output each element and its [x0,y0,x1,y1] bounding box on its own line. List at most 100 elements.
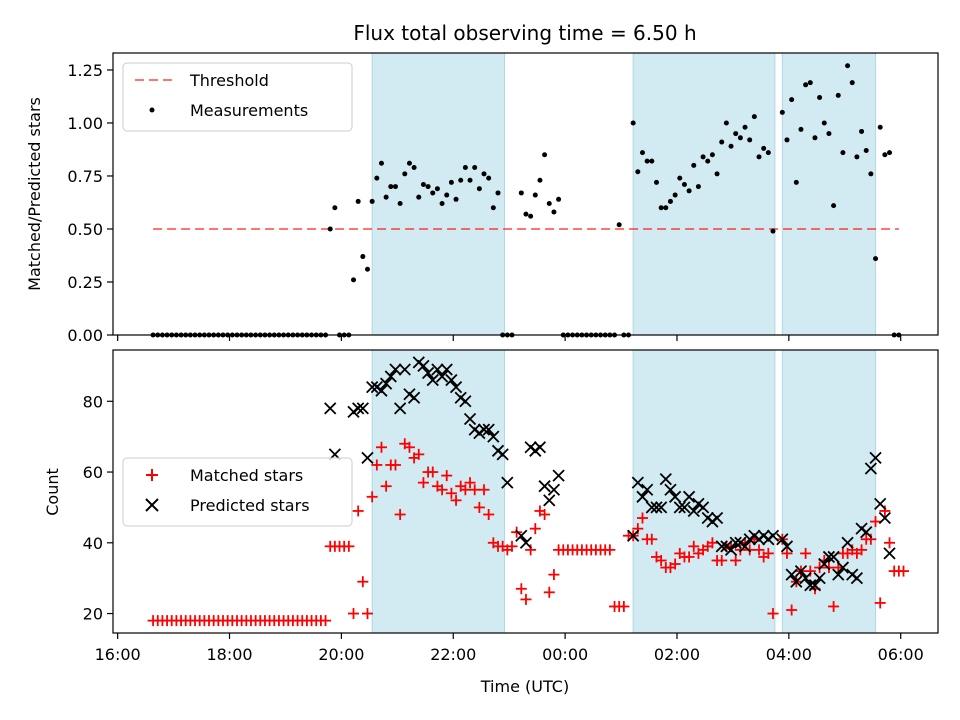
predicted-star-point [664,483,677,496]
predicted-star-point [808,579,822,592]
matched-star-point [473,501,485,513]
predicted-star-point [678,501,691,514]
predicted-star-point [398,363,411,376]
measurement-point [887,150,893,156]
cross-b [785,568,798,581]
predicted-star-point [710,511,724,525]
measurement-point [686,188,692,194]
measurement-point [779,109,785,115]
cross-b [538,480,551,493]
legend-measurement-marker [149,107,155,113]
measurement-point [537,177,543,183]
measurement-point [434,186,440,192]
matched-star-point [688,540,700,552]
predicted-star-point [645,501,658,514]
cross-b [375,384,388,397]
matched-star-point [762,547,774,559]
matched-star-point [464,477,476,489]
cross-b [659,472,672,486]
matched-star-point [636,512,648,524]
cross-b [724,543,738,557]
measurement-point [700,154,706,160]
matched-star-point [800,547,812,559]
matched-star-point [548,569,560,581]
predicted-star-point [477,423,491,436]
matched-star-point [506,540,518,552]
measurement-point [663,205,669,211]
measurement-point [369,198,375,204]
matched-star-point [394,508,406,520]
measurement-point [728,143,734,149]
cross-b [794,564,808,578]
cross-b [426,373,439,387]
measurement-point [406,160,412,166]
measurement-point [472,164,478,170]
matched-star-point [669,558,681,570]
measurement-point [551,209,557,215]
measurement-point [859,128,865,134]
measurement-point [402,171,408,177]
measurement-point [486,175,492,181]
legend-threshold-label: Threshold [189,71,269,90]
predicted-star-point [501,476,514,489]
measurement-point [383,194,389,200]
measurement-point [812,135,818,141]
predicted-star-point [836,561,850,574]
bottom-y-axis-label: Count [43,468,62,516]
matched-star-point [706,537,718,549]
cross-b [654,501,668,514]
cross-b [519,536,533,549]
predicted-star-point [794,564,808,578]
measurement-point [672,192,678,198]
x-axis-label: Time (UTC) [480,677,569,696]
cross-b [827,550,840,564]
measurement-point [327,226,333,232]
matched-star-point [515,583,527,595]
predicted-star-point [668,490,682,503]
predicted-star-point [631,476,644,489]
measurement-point [807,80,813,86]
measurement-point [518,190,524,196]
cross-b [547,483,561,496]
cross-b [869,451,882,465]
matched-star-point [450,494,462,506]
predicted-star-point [780,540,794,553]
measurement-point [817,95,823,101]
measurement-point [411,164,417,170]
cross-b [687,504,700,518]
predicted-star-point [682,490,696,503]
x-tick-label: 06:00 [878,645,924,664]
predicted-star-point [841,536,854,549]
measurement-point [355,198,361,204]
cross-b [841,536,854,549]
shaded-interval [371,349,506,634]
y-tick-label: 60 [83,463,103,482]
predicted-star-point [440,363,453,376]
measurement-point [756,154,762,160]
predicted-star-point [715,540,728,553]
measurement-point [495,190,501,196]
matched-star-point [786,604,798,616]
measurement-point [831,203,837,209]
measurement-point [863,148,869,154]
shaded-interval [781,349,877,634]
measurement-points [150,63,902,338]
cross-b [393,402,407,415]
matched-star-point [343,540,355,552]
predicted-star-point [738,540,752,553]
predicted-star-point [804,579,817,592]
cross-b [874,497,887,511]
measurement-point [476,186,482,192]
x-tick-label: 16:00 [95,645,141,664]
predicted-star-point [352,402,365,415]
x-tick-label: 04:00 [766,645,812,664]
matched-star-point [352,505,364,517]
measurement-point [849,80,855,86]
measurement-point [556,196,562,202]
cross-b [729,536,742,549]
cross-b [836,561,850,574]
matched-star-point [870,516,882,528]
measurement-point [639,150,645,156]
measurement-point [733,131,739,137]
cross-b [780,540,794,553]
